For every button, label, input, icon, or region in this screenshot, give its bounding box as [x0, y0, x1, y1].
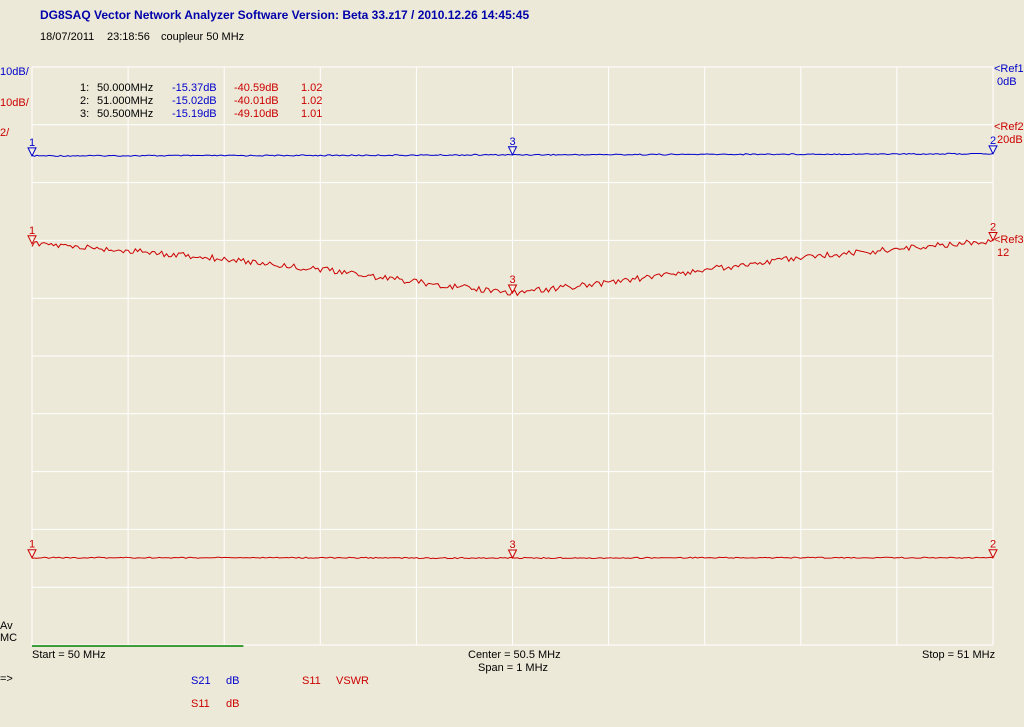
marker-2-vswr: 1.02 — [301, 95, 323, 107]
marker-2-idx: 2: — [80, 95, 90, 107]
marker-1-s21: -15.37dB — [172, 82, 217, 94]
marker-1-triangle — [27, 147, 37, 157]
marker-1-idx: 1: — [80, 82, 90, 94]
marker-3-s21: -15.19dB — [172, 108, 217, 120]
time-label: 23:18:56 — [107, 31, 150, 43]
marker-3-triangle — [507, 549, 518, 560]
scale-trace3[interactable]: 2/ — [0, 127, 10, 139]
legend-trace2-unit[interactable]: VSWR — [336, 675, 369, 687]
chart-markers: 1 3 2 1 3 2 1 3 2 — [27, 135, 998, 560]
center-frequency[interactable]: Center = 50.5 MHz — [468, 649, 561, 661]
marker-2-label: 2 — [990, 539, 996, 551]
mc-indicator[interactable]: MC — [0, 632, 18, 644]
app-title: DG8SAQ Vector Network Analyzer Software … — [40, 8, 530, 22]
marker-1-label: 1 — [29, 137, 35, 149]
ref2-label[interactable]: <Ref2 — [994, 121, 1024, 133]
marker-1-label: 1 — [29, 225, 35, 237]
marker-3-idx: 3: — [80, 108, 90, 120]
legend-trace3-unit[interactable]: dB — [226, 698, 240, 710]
marker-1-label: 1 — [29, 539, 35, 551]
marker-3-vswr: 1.01 — [301, 108, 323, 120]
marker-3-freq: 50.500MHz — [97, 108, 154, 120]
marker-2-triangle — [988, 145, 998, 155]
marker-3-triangle — [507, 146, 518, 156]
marker-3-triangle — [507, 284, 518, 295]
scale-trace2[interactable]: 10dB/ — [0, 97, 29, 109]
ref2-value: 20dB — [997, 134, 1023, 146]
marker-1-s11: -40.59dB — [234, 82, 279, 94]
marker-3-s11: -49.10dB — [234, 108, 279, 120]
marker-2-s21: -15.02dB — [172, 95, 217, 107]
chart-grid — [31, 66, 994, 646]
date-label: 18/07/2011 — [40, 31, 95, 43]
scale-trace1[interactable]: 10dB/ — [0, 66, 29, 78]
marker-1-triangle — [27, 549, 37, 559]
marker-2-s11: -40.01dB — [234, 95, 279, 107]
trace-1-line — [31, 238, 994, 297]
ref3-label[interactable]: <Ref3 — [994, 234, 1024, 246]
arrow-indicator: => — [0, 673, 13, 685]
marker-1-triangle — [27, 235, 37, 245]
marker-1-vswr: 1.02 — [301, 82, 323, 94]
marker-2-freq: 51.000MHz — [97, 95, 154, 107]
marker-1-freq: 50.000MHz — [97, 82, 154, 94]
legend-trace2-name[interactable]: S11 — [302, 675, 321, 687]
marker-2-label: 2 — [990, 135, 996, 147]
span-frequency[interactable]: Span = 1 MHz — [478, 662, 549, 674]
average-indicator[interactable]: Av — [0, 620, 13, 632]
stop-frequency[interactable]: Stop = 51 MHz — [922, 649, 996, 661]
legend-trace1-name[interactable]: S21 — [191, 675, 211, 687]
ref1-label[interactable]: <Ref1 — [994, 63, 1024, 75]
marker-3-label: 3 — [509, 136, 515, 148]
marker-2-triangle — [988, 231, 998, 242]
marker-3-label: 3 — [509, 539, 515, 551]
start-frequency[interactable]: Start = 50 MHz — [32, 649, 106, 661]
ref3-value: 12 — [997, 247, 1010, 259]
note-label: coupleur 50 MHz — [161, 31, 245, 43]
marker-2-label: 2 — [990, 221, 996, 233]
legend-trace1-unit[interactable]: dB — [226, 675, 240, 687]
legend-trace3-name[interactable]: S11 — [191, 698, 210, 710]
ref1-value: 0dB — [997, 76, 1017, 88]
marker-3-label: 3 — [509, 274, 515, 286]
marker-2-triangle — [988, 549, 998, 559]
